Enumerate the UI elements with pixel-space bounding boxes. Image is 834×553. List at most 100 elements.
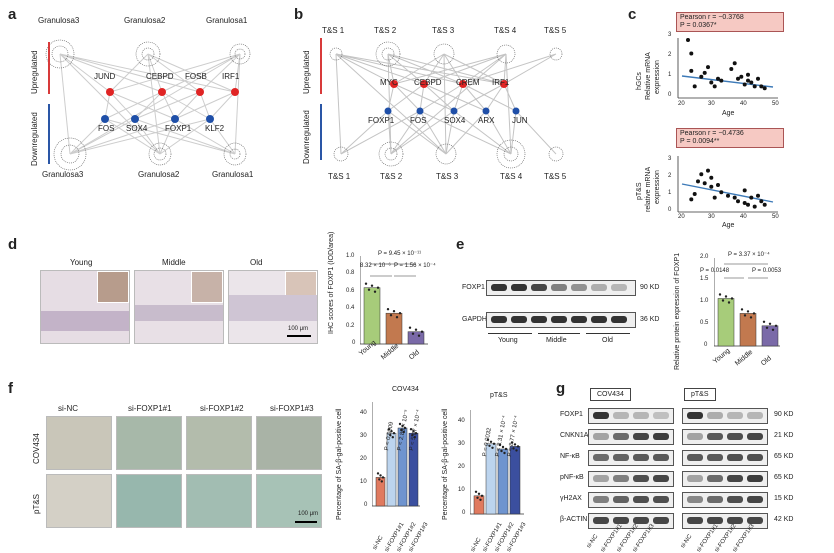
g-blot-band bbox=[613, 454, 629, 461]
d-ytick-2: 0.4 bbox=[346, 305, 355, 311]
c-bottom-p: P = 0.0094** bbox=[680, 138, 720, 145]
f1-ytick-4: 40 bbox=[360, 410, 367, 416]
f2-ytick-1: 10 bbox=[458, 487, 465, 493]
bar-data-point bbox=[480, 494, 484, 497]
g-blot-band bbox=[747, 412, 763, 419]
a-bottom-label-2: Granulosa2 bbox=[138, 170, 180, 179]
scatter-point bbox=[702, 70, 707, 75]
scatter-point bbox=[692, 84, 697, 89]
g-blot-band bbox=[593, 517, 609, 524]
e-ytick-4: 2.0 bbox=[700, 254, 709, 260]
bar-data-point bbox=[513, 443, 517, 446]
e-blot-foxp1 bbox=[486, 280, 636, 296]
bar-data-point bbox=[489, 440, 493, 443]
g-blot-band bbox=[707, 454, 723, 461]
d-ytick-5: 1.0 bbox=[346, 253, 355, 259]
c-top-xtick-50: 50 bbox=[772, 101, 779, 107]
d-img-label-middle: Middle bbox=[162, 258, 186, 267]
e-p-top: P = 3.37 × 10⁻⁴ bbox=[728, 252, 770, 258]
panel-d-letter: d bbox=[8, 236, 18, 253]
bar-data-point bbox=[395, 316, 399, 319]
g-blot-band bbox=[707, 433, 723, 440]
c-top-stats: Pearson r = −0.3768 P = 0.0367* bbox=[676, 12, 784, 32]
g-blot-strip bbox=[682, 492, 768, 508]
c-bottom-ylabel-1: pT&S bbox=[636, 182, 643, 200]
scatter-point bbox=[746, 202, 750, 207]
scatter-point bbox=[752, 204, 757, 209]
g-blot-strip bbox=[588, 492, 674, 508]
bar-data-point bbox=[516, 445, 520, 448]
g-blot-band bbox=[687, 454, 703, 461]
g-blot-band bbox=[653, 433, 669, 440]
g-blot-band bbox=[653, 496, 669, 503]
bar-data-point bbox=[477, 492, 481, 495]
bar-data-point bbox=[412, 430, 415, 433]
c-top-p: P = 0.0367* bbox=[680, 22, 717, 29]
bar-data-point bbox=[486, 438, 490, 441]
bar-data-point bbox=[771, 328, 775, 331]
sa-bgal-pts-si-foxp1-2 bbox=[186, 474, 252, 528]
d-ylabel: IHC scores of FOXP1 (IOD/area) bbox=[328, 231, 335, 334]
bar-data-point bbox=[498, 443, 502, 447]
bar-data-point bbox=[392, 310, 396, 313]
scatter-point bbox=[732, 195, 737, 200]
c-top-ytick-2: 2 bbox=[668, 52, 672, 58]
scatter-point bbox=[709, 80, 714, 85]
scatter-point bbox=[736, 76, 740, 81]
b-top-label-4: T&S 4 bbox=[494, 26, 517, 35]
d-p-right: P = 1.56 × 10⁻⁴ bbox=[394, 263, 436, 269]
a-up-label: Upregulated bbox=[30, 50, 39, 94]
d-img-label-old: Old bbox=[250, 258, 263, 267]
e-xcat-young: Young bbox=[712, 347, 732, 366]
bar-data-point bbox=[413, 436, 416, 439]
e-xcat-old: Old bbox=[760, 354, 773, 368]
b-down-bar bbox=[320, 104, 322, 160]
g-blot-band bbox=[633, 475, 649, 482]
c-bottom-ytick-0: 0 bbox=[668, 207, 672, 213]
a-top-label-3: Granulosa1 bbox=[206, 16, 248, 25]
scatter-point bbox=[746, 78, 750, 83]
g-blot-band bbox=[727, 475, 743, 482]
scatter-point bbox=[702, 181, 707, 186]
b-down-gene-5: JUN bbox=[512, 116, 528, 125]
scatter-point bbox=[762, 86, 767, 91]
g-row-label: β-ACTIN bbox=[560, 516, 588, 523]
panel-g-letter: g bbox=[556, 380, 566, 397]
g-blot-strip bbox=[588, 408, 674, 424]
bar-si-foxp1-1 bbox=[485, 443, 497, 515]
g-blot-band bbox=[707, 517, 723, 524]
c-bottom-ytick-2: 2 bbox=[668, 173, 672, 179]
c-top-ytick-1: 1 bbox=[668, 72, 672, 78]
bar-data-point bbox=[367, 288, 371, 291]
b-top-label-5: T&S 5 bbox=[544, 26, 567, 35]
bar-si-foxp1-2 bbox=[497, 448, 509, 515]
sa-bgal-cov434-si-foxp1-1 bbox=[116, 416, 182, 470]
bar-data-point bbox=[501, 445, 505, 449]
g-blot-band bbox=[727, 433, 743, 440]
bar-data-point bbox=[409, 428, 413, 431]
f-scale-label: 100 μm bbox=[298, 511, 319, 517]
g-blot-band bbox=[593, 454, 609, 461]
g-size-label: 21 KD bbox=[774, 432, 794, 439]
g-blot-band bbox=[593, 496, 609, 503]
ihc-inset-middle bbox=[191, 271, 223, 303]
d-xcat-old: Old bbox=[408, 348, 421, 362]
bar-data-point bbox=[417, 334, 421, 337]
panel-f-letter: f bbox=[8, 380, 13, 397]
c-bottom-xtick-20: 20 bbox=[678, 214, 685, 220]
g-blot-band bbox=[613, 475, 629, 482]
f2-ytick-4: 40 bbox=[458, 418, 465, 424]
b-up-gene-4: IRF1 bbox=[492, 78, 510, 87]
g-blot-band bbox=[653, 454, 669, 461]
f-col-label-1: si-NC bbox=[58, 404, 78, 413]
g-blot-band bbox=[747, 433, 763, 440]
a-up-gene-1: JUND bbox=[94, 72, 116, 81]
bar-data-point bbox=[746, 310, 750, 313]
scatter-point bbox=[732, 61, 737, 66]
scatter-point bbox=[742, 188, 747, 193]
g-size-label: 42 KD bbox=[774, 516, 794, 523]
g-blot-strip bbox=[682, 450, 768, 466]
scatter-point bbox=[756, 76, 760, 81]
bar-data-point bbox=[762, 320, 766, 323]
bar-data-point bbox=[503, 451, 506, 455]
